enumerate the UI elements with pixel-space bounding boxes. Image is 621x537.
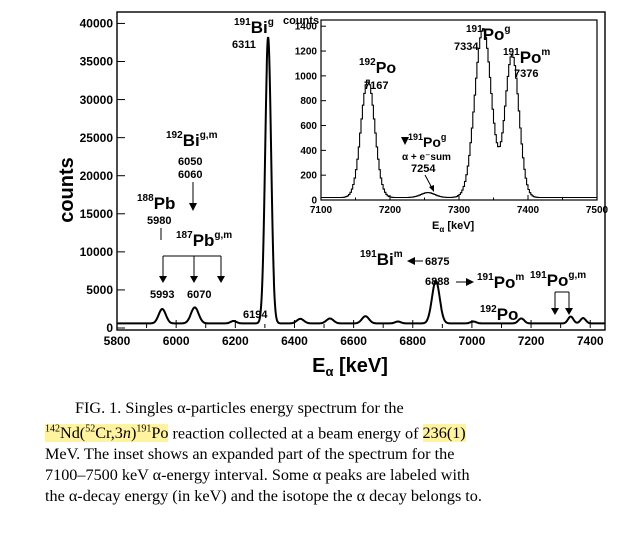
energy-6070: 6070 (187, 289, 211, 301)
inset-y-tick-label: 1400 (295, 22, 318, 33)
inset-spectrum-line (321, 28, 597, 199)
main-axis-ticks: 5800 6000 6200 6400 6600 6800 7000 7200 74000500… (80, 17, 604, 348)
label-po191m: 191Pom (477, 272, 524, 292)
energy-6060: 6060 (178, 169, 202, 181)
main-y-axis-title: counts (56, 157, 78, 223)
label-bi191m: 191Bim (360, 249, 403, 269)
energy-6194: 6194 (243, 309, 268, 321)
inset-y-tick-label: 0 (311, 196, 317, 207)
inset-annotations: 192Po 7167 191Pog 7334 191Pom 7376 191Po… (359, 24, 550, 192)
inset-axis-ticks: 7100 7200 7300 7400 7500 0 200 400 600 800 1000 120… (295, 22, 609, 216)
energy-6888: 6888 (425, 276, 449, 288)
main-x-tick-label: 6200 (222, 334, 249, 348)
inset-y-tick-label: 200 (300, 171, 317, 182)
energy-6311: 6311 (232, 39, 256, 51)
main-y-tick-label: 40000 (80, 17, 114, 31)
main-x-tick-label: 7400 (577, 334, 604, 348)
inset-y-tick-label: 600 (300, 121, 317, 132)
main-y-tick-label: 35000 (80, 55, 114, 69)
inset-sum-line2: α + e⁻sum (402, 152, 451, 163)
main-plot-frame (116, 11, 606, 331)
inset-label-sum: 191Pog (408, 132, 446, 150)
main-x-tick-label: 6600 (340, 334, 367, 348)
arrowheads-po191gm (551, 308, 573, 315)
inset-label-po191m: 191Pom (503, 47, 550, 67)
main-spectrum-line (117, 36, 605, 325)
label-po191gm: 191Pog,m (530, 270, 586, 290)
arrowheads-pb187 (159, 276, 225, 283)
energy-5980: 5980 (147, 215, 171, 227)
inset-energy-7334: 7334 (454, 41, 479, 53)
inset-x-tick-label: 7400 (517, 205, 540, 216)
caption-line-3: MeV. The inset shows an expanded part of… (45, 445, 455, 464)
caption-line-5: the α-decay energy (in keV) and the isot… (45, 487, 482, 506)
main-y-tick-label: 0 (106, 321, 113, 335)
energy-6875: 6875 (425, 256, 449, 268)
main-x-tick-label: 5800 (104, 334, 131, 348)
label-po192-main: 192Po (480, 304, 518, 324)
main-y-tick-label: 10000 (80, 245, 114, 259)
inset-x-axis-title: Eα [keV] (432, 220, 475, 234)
inset-arrowhead-sum (429, 185, 434, 192)
main-annotations: 191Big 6311 192Big,m 6050 6060 188Pb 598… (137, 17, 586, 324)
caption-line-2: 142Nd(52Cr,3n)191Po reaction collected a… (45, 424, 466, 443)
inset-energy-7254: 7254 (411, 163, 436, 175)
label-pb188: 188Pb (137, 193, 175, 213)
inset-energy-7167: 7167 (364, 80, 388, 92)
spectrum-figure: 5800 6000 6200 6400 6600 6800 7000 7200 74000500… (56, 11, 609, 379)
inset-label-po191g: 191Pog (466, 24, 511, 44)
caption-beam-energy: 236(1) (422, 424, 466, 443)
label-bi192: 192Big,m (166, 130, 218, 150)
main-x-tick-label: 6000 (163, 334, 190, 348)
main-y-tick-label: 15000 (80, 207, 114, 221)
main-x-tick-label: 6800 (399, 334, 426, 348)
main-y-tick-label: 5000 (86, 283, 113, 297)
main-y-tick-label: 30000 (80, 93, 114, 107)
inset-energy-7376: 7376 (514, 68, 538, 80)
energy-5993: 5993 (150, 289, 174, 301)
inset-arrow-sum (424, 174, 433, 189)
main-x-tick-label: 7000 (459, 334, 486, 348)
inset-y-tick-label: 1000 (295, 71, 318, 82)
label-pb187: 187Pbg,m (176, 230, 232, 250)
main-x-tick-label: 7200 (518, 334, 545, 348)
inset-y-tick-label: 400 (300, 146, 317, 157)
main-x-axis-title: Eα [keV] (312, 355, 388, 379)
arrowhead-bi191m (407, 257, 415, 265)
main-x-tick-label: 6400 (281, 334, 308, 348)
inset-arrowhead-sum-top (401, 137, 409, 145)
inset-x-tick-label: 7200 (379, 205, 402, 216)
main-y-tick-label: 25000 (80, 131, 114, 145)
inset-x-tick-label: 7500 (586, 205, 609, 216)
arrowhead-po191m (466, 278, 474, 286)
inset-y-axis-title: counts (283, 15, 319, 27)
caption-line-1: FIG. 1. Singles α-particles energy spect… (75, 399, 404, 417)
inset-label-po192: 192Po (359, 57, 396, 77)
figure-caption: FIG. 1. Singles α-particles energy spect… (45, 398, 590, 507)
energy-6050: 6050 (178, 156, 202, 168)
bracket-pb187 (162, 255, 222, 280)
label-bi191g: 191Big (234, 17, 274, 37)
inset-y-tick-label: 1200 (295, 47, 318, 58)
arrowhead-bi192 (189, 203, 197, 211)
inset-x-tick-label: 7300 (448, 205, 471, 216)
main-y-tick-label: 20000 (80, 169, 114, 183)
caption-reaction: 142Nd(52Cr,3n)191Po (45, 424, 169, 443)
inset-y-tick-label: 800 (300, 96, 317, 107)
caption-line-4: 7100–7500 keV α-energy interval. Some α … (45, 466, 470, 485)
inset-frame (320, 19, 598, 201)
inset-x-tick-label: 7100 (310, 205, 333, 216)
